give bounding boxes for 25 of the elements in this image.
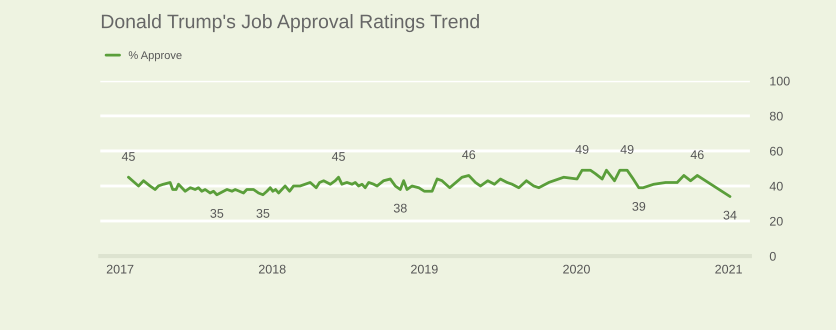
x-tick-label: 2019 [411,264,438,274]
data-label: 38 [394,204,407,213]
data-label: 34 [723,210,737,220]
y-tick-label: 100 [770,76,790,86]
data-label: 49 [620,145,634,154]
x-tick-label: 2017 [106,264,134,274]
y-tick-label: 20 [770,216,783,226]
y-tick-label: 60 [770,146,783,156]
data-label: 46 [462,150,476,160]
data-label: 35 [256,208,270,218]
x-tick-label: 2021 [715,264,742,274]
data-label: 45 [332,152,345,161]
chart-title: Donald Trump's Job Approval Ratings Trend [102,14,479,32]
legend-label: % Approve [128,51,182,62]
data-label: 35 [210,208,224,218]
data-label: 39 [632,202,646,211]
x-tick-label: 2020 [563,264,590,274]
data-label: 45 [122,152,135,161]
y-tick-label: 0 [770,252,776,261]
line-series [127,168,732,198]
x-tick-label: 2018 [258,264,286,274]
y-tick-label: 40 [770,182,783,191]
data-label: 46 [690,150,704,160]
data-label: 49 [575,145,588,154]
y-tick-label: 80 [770,112,783,121]
